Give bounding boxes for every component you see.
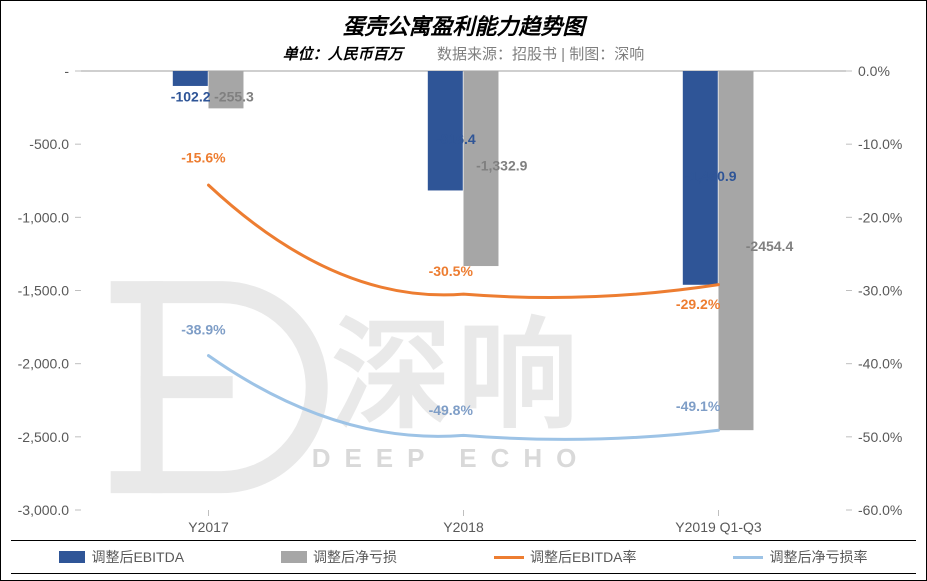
- svg-text:-1,332.9: -1,332.9: [476, 158, 528, 174]
- svg-text:-500.0: -500.0: [29, 136, 69, 152]
- legend-label: 调整后EBITDA率: [530, 547, 637, 567]
- svg-text:-50.0%: -50.0%: [858, 429, 902, 445]
- legend-swatch-line: [733, 556, 763, 559]
- svg-text:深响: 深响: [332, 309, 584, 443]
- svg-text:-3,000.0: -3,000.0: [18, 502, 70, 518]
- svg-text:-2,000.0: -2,000.0: [18, 356, 70, 372]
- plot-svg: 深响DEEP ECHO--500.0-1,000.0-1,500.0-2,000…: [81, 71, 846, 510]
- svg-text:-1,000.0: -1,000.0: [18, 209, 70, 225]
- chart-title: 蛋壳公寓盈利能力趋势图: [1, 9, 926, 41]
- legend-item: 调整后EBITDA率: [494, 547, 637, 567]
- svg-text:-30.0%: -30.0%: [858, 283, 902, 299]
- legend-label: 调整后净亏损率: [769, 547, 867, 567]
- legend-label: 调整后EBITDA: [91, 547, 184, 567]
- chart-subtitle: 单位：人民币百万 数据来源：招股书 | 制图：深响: [1, 43, 926, 64]
- svg-text:-60.0%: -60.0%: [858, 502, 902, 518]
- legend-item: 调整后净亏损率: [733, 547, 867, 567]
- svg-text:Y2019 Q1-Q3: Y2019 Q1-Q3: [675, 519, 762, 535]
- svg-text:-49.8%: -49.8%: [429, 402, 474, 418]
- plot-area: 深响DEEP ECHO--500.0-1,000.0-1,500.0-2,000…: [81, 71, 846, 510]
- svg-text:-15.6%: -15.6%: [181, 149, 226, 165]
- legend-swatch-bar: [281, 551, 307, 563]
- svg-text:Y2018: Y2018: [443, 519, 484, 535]
- svg-text:-102.2: -102.2: [171, 89, 211, 105]
- svg-text:-29.2%: -29.2%: [676, 296, 721, 312]
- svg-text:0.0%: 0.0%: [858, 63, 890, 79]
- svg-text:-30.5%: -30.5%: [429, 263, 474, 279]
- svg-text:-2454.4: -2454.4: [746, 238, 794, 254]
- subtitle-source: 数据来源：招股书 | 制图：深响: [437, 46, 644, 63]
- svg-text:DEEP ECHO: DEEP ECHO: [312, 443, 591, 473]
- legend-swatch-line: [494, 556, 524, 559]
- legend: 调整后EBITDA 调整后净亏损 调整后EBITDA率 调整后净亏损率: [11, 540, 916, 574]
- svg-text:-10.0%: -10.0%: [858, 136, 902, 152]
- svg-text:-1,460.9: -1,460.9: [685, 168, 737, 184]
- svg-text:-1,500.0: -1,500.0: [18, 283, 70, 299]
- legend-item: 调整后净亏损: [281, 547, 397, 567]
- legend-item: 调整后EBITDA: [59, 547, 184, 567]
- svg-text:-40.0%: -40.0%: [858, 356, 902, 372]
- svg-text:-816.4: -816.4: [436, 131, 476, 147]
- svg-text:-: -: [64, 63, 69, 79]
- legend-swatch-bar: [59, 551, 85, 563]
- chart-container: 蛋壳公寓盈利能力趋势图 单位：人民币百万 数据来源：招股书 | 制图：深响 深响…: [0, 0, 927, 581]
- svg-text:-38.9%: -38.9%: [181, 321, 226, 337]
- legend-label: 调整后净亏损: [313, 547, 397, 567]
- svg-text:-2,500.0: -2,500.0: [18, 429, 70, 445]
- svg-text:-255.3: -255.3: [214, 89, 254, 105]
- svg-text:Y2017: Y2017: [188, 519, 229, 535]
- svg-text:-49.1%: -49.1%: [676, 398, 721, 414]
- subtitle-unit: 单位：人民币百万: [283, 46, 403, 63]
- svg-text:-20.0%: -20.0%: [858, 209, 902, 225]
